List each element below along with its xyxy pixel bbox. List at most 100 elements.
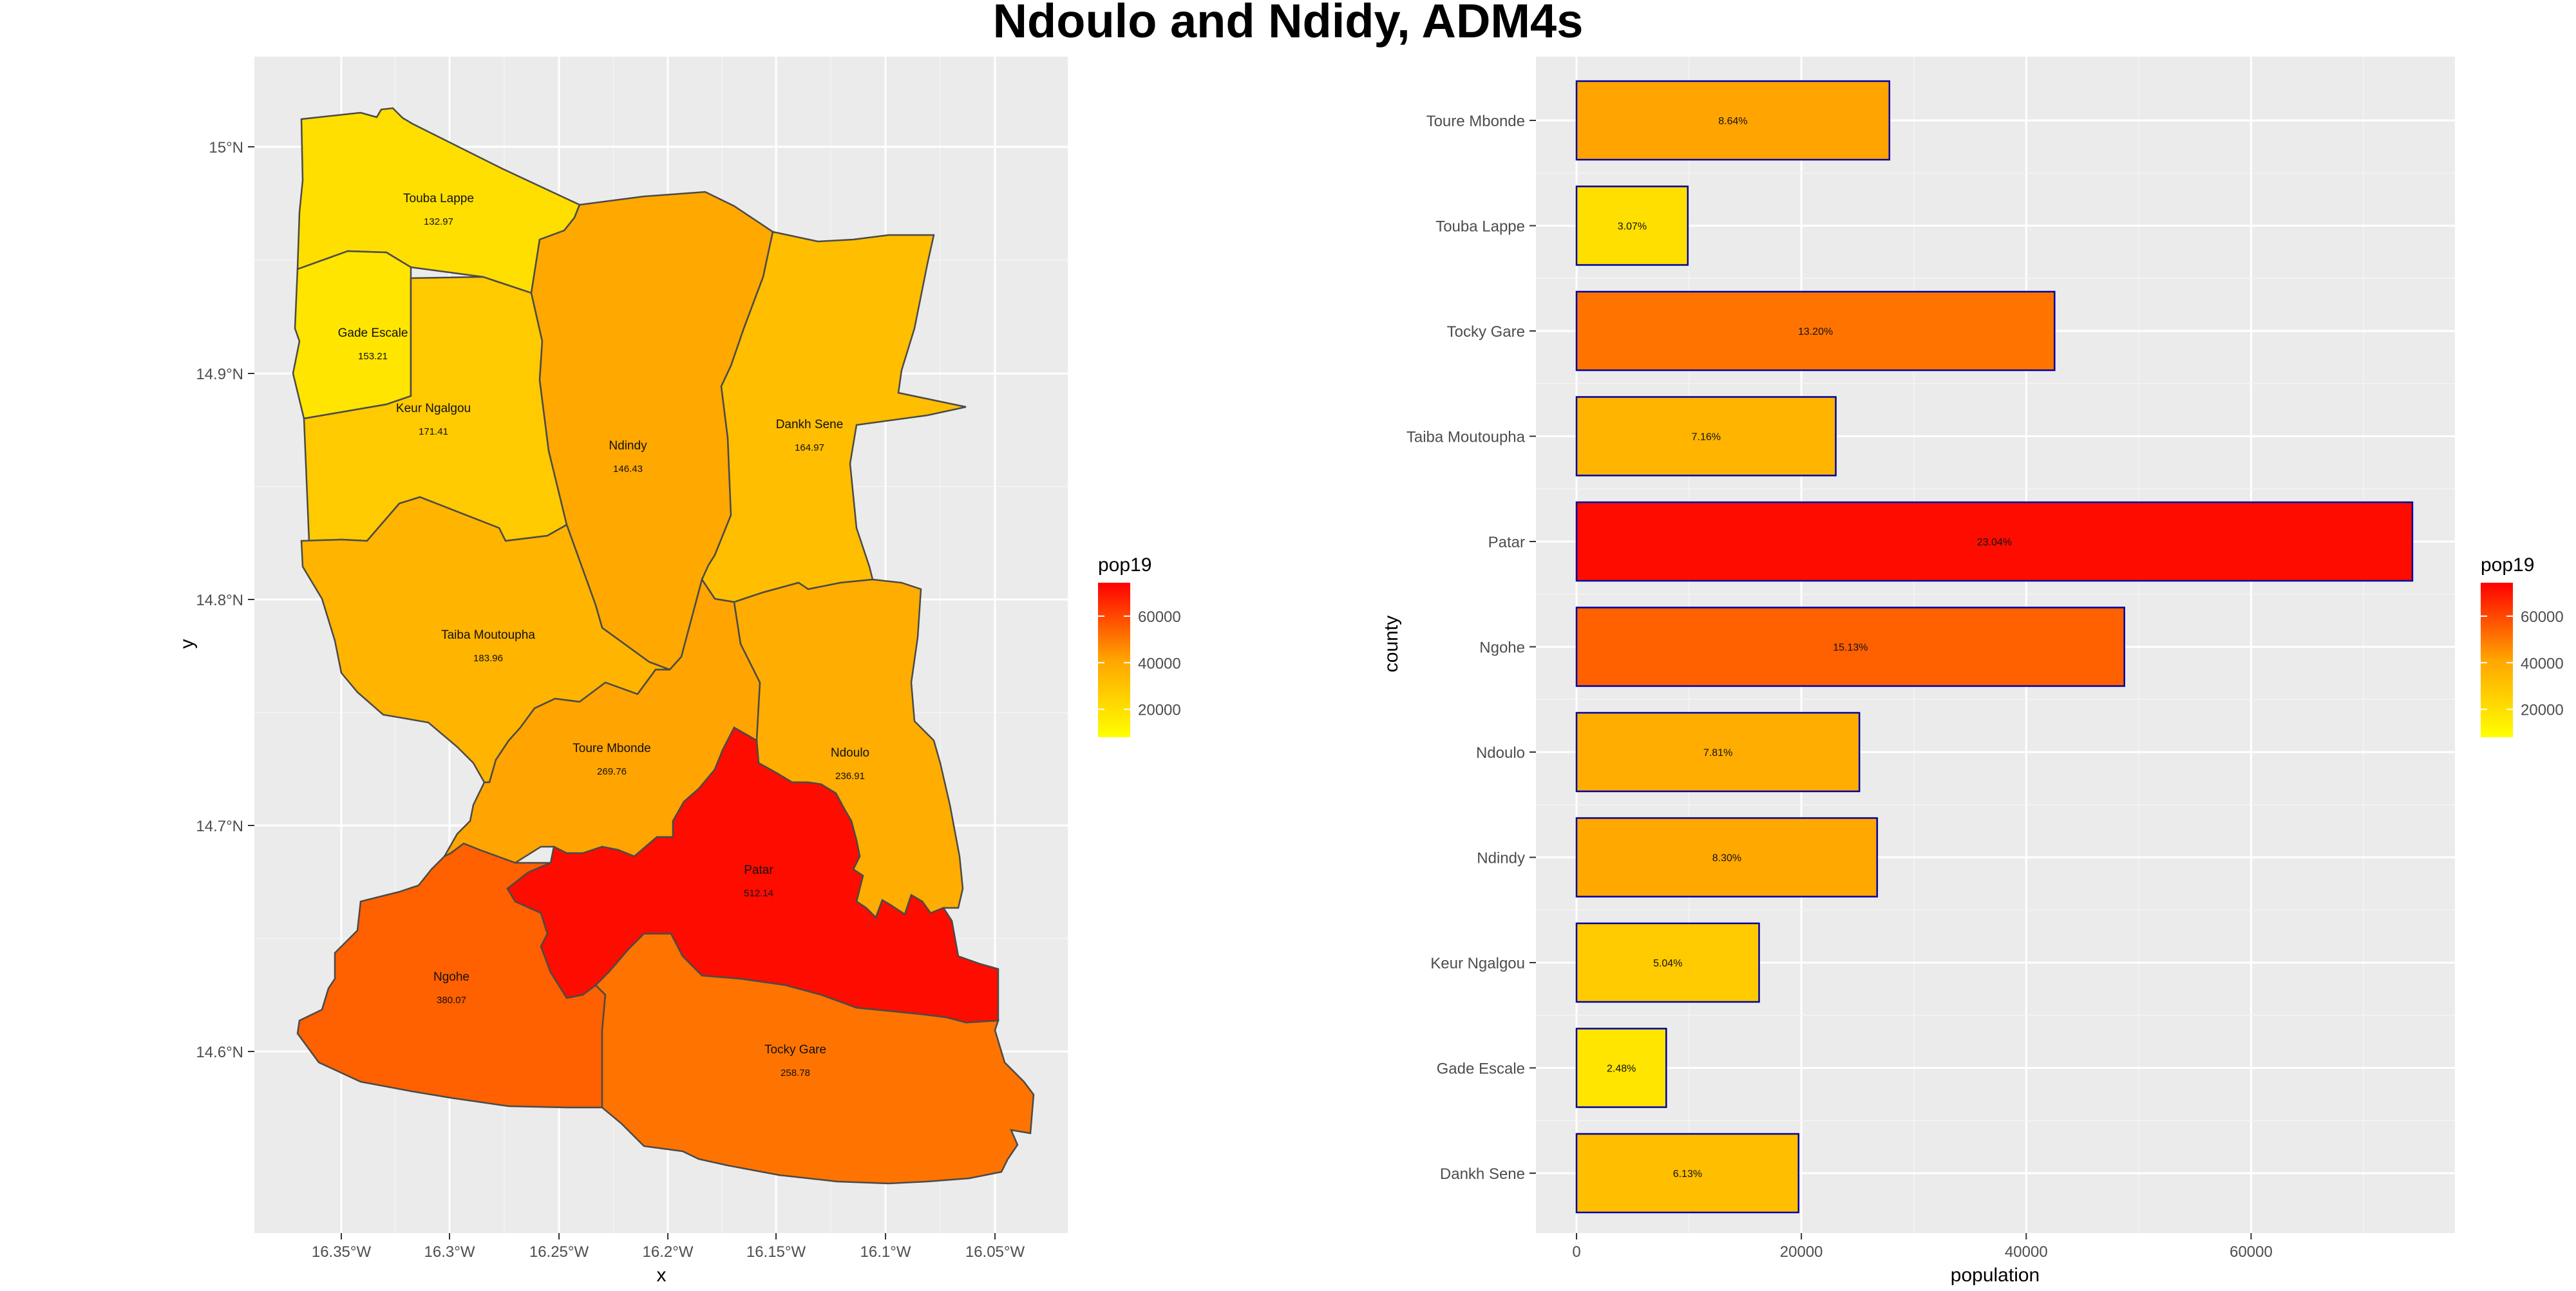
bar-x-axis: 0 20000 40000 60000	[1572, 1233, 2273, 1261]
bar-data-label: 7.16%	[1692, 432, 1721, 443]
bar-y-tick-label: Ndoulo	[1476, 744, 1525, 762]
bar-panel: 8.64% 3.07% 13.20% 7.16% 23.04% 15.13% 7.81% 8.…	[1381, 57, 2455, 1286]
bar-y-tick-label: Toure Mbonde	[1426, 113, 1525, 130]
bar-y-axis-title: county	[1381, 616, 1402, 672]
bar-data-label: 23.04%	[1977, 537, 2012, 548]
bar-y-tick-label: Ngohe	[1479, 639, 1525, 657]
map-legend-label: 40000	[1138, 655, 1181, 672]
map-x-tick-label: 16.3°W	[424, 1243, 475, 1261]
bar-legend-title: pop19	[2481, 554, 2534, 576]
map-region-name: Ndoulo	[831, 746, 869, 760]
bar-legend-label: 40000	[2521, 655, 2564, 672]
bar-data-label: 3.07%	[1618, 221, 1647, 232]
map-y-tick-label: 14.9°N	[196, 366, 243, 383]
map-region-value: 171.41	[419, 426, 448, 437]
map-region-name: Gade Escale	[338, 326, 408, 340]
bar-y-tick-label: Keur Ngalgou	[1430, 955, 1525, 972]
map-x-tick-label: 16.15°W	[746, 1243, 806, 1261]
bar-x-tick-label: 20000	[1780, 1243, 1823, 1261]
map-y-axis-title: y	[176, 639, 198, 649]
map-x-tick-label: 16.1°W	[860, 1243, 911, 1261]
bar-legend-label: 20000	[2521, 702, 2564, 719]
bar-data-label: 13.20%	[1798, 326, 1833, 337]
map-legend-label: 60000	[1138, 608, 1181, 626]
bar-y-tick-label: Ndindy	[1477, 850, 1525, 867]
map-region-name: Toure Mbonde	[573, 742, 650, 755]
map-region-value: 164.97	[795, 442, 824, 453]
map-x-tick-label: 16.05°W	[965, 1243, 1025, 1261]
bar-x-tick-label: 60000	[2230, 1243, 2273, 1261]
bar-legend: pop19 60000 40000 20000	[2481, 554, 2564, 737]
bar-x-tick-label: 40000	[2005, 1243, 2048, 1261]
map-y-tick-label: 14.6°N	[196, 1044, 243, 1061]
map-x-axis-title: x	[657, 1265, 667, 1286]
map-y-axis: 15°N 14.9°N 14.8°N 14.7°N 14.6°N	[196, 139, 254, 1061]
bar-marks: 8.64% 3.07% 13.20% 7.16% 23.04% 15.13% 7.81% 8.…	[1575, 80, 2414, 1214]
map-region-value: 183.96	[473, 653, 503, 664]
bar-data-label: 15.13%	[1833, 643, 1868, 654]
bar-data-label: 5.04%	[1653, 958, 1682, 969]
map-legend-label: 20000	[1138, 702, 1181, 719]
bar-y-tick-label: Touba Lappe	[1435, 218, 1525, 236]
map-y-tick-label: 14.7°N	[196, 818, 243, 835]
bar-x-axis-title: population	[1951, 1265, 2040, 1286]
map-x-tick-label: 16.35°W	[312, 1243, 372, 1261]
figure-title: Ndoulo and Ndidy, ADM4s	[993, 0, 1584, 48]
map-x-tick-label: 16.25°W	[529, 1243, 589, 1261]
bar-y-axis: Toure Mbonde Touba Lappe Tocky Gare Taiba M…	[1406, 113, 1536, 1183]
map-region-name: Touba Lappe	[403, 192, 474, 205]
bar-data-label: 6.13%	[1673, 1169, 1702, 1180]
map-x-axis: 16.35°W 16.3°W 16.25°W 16.2°W 16.15°W 16.1°W 1…	[312, 1233, 1025, 1261]
bar-patar	[1575, 501, 2414, 582]
bar-legend-label: 60000	[2521, 608, 2564, 626]
map-region-patar	[506, 726, 999, 1024]
bar-data-label: 8.64%	[1718, 116, 1747, 127]
bar-data-label: 7.81%	[1703, 748, 1732, 759]
bar-tocky-gare	[1575, 290, 2056, 372]
bar-gridlines	[1536, 57, 2455, 1233]
bar-ndoulo	[1575, 711, 1861, 793]
map-y-tick-label: 15°N	[209, 139, 243, 156]
map-legend: pop19 60000 40000 20000	[1098, 554, 1181, 737]
map-x-tick-label: 16.2°W	[643, 1243, 694, 1261]
map-region-name: Dankh Sene	[776, 418, 844, 431]
map-region-name: Ndindy	[609, 439, 647, 453]
map-region-name: Ngohe	[433, 970, 469, 984]
map-region-value: 258.78	[781, 1068, 810, 1079]
bar-y-tick-label: Dankh Sene	[1440, 1165, 1525, 1183]
bar-y-tick-label: Taiba Moutoupha	[1406, 429, 1526, 446]
bar-legend-ticks: 60000 40000 20000	[2481, 608, 2564, 719]
bar-y-tick-label: Patar	[1488, 534, 1525, 551]
map-region-value: 380.07	[437, 995, 466, 1006]
bar-touba-lappe	[1575, 185, 1689, 266]
bar-y-tick-label: Gade Escale	[1437, 1060, 1525, 1078]
bar-ndindy	[1575, 817, 1879, 898]
map-region-value: 512.14	[744, 888, 773, 899]
map-legend-ticks: 60000 40000 20000	[1098, 608, 1181, 719]
map-panel: Touba Lappe 132.97 Gade Escale 153.21 Keur N…	[176, 57, 1068, 1286]
map-y-tick-label: 14.8°N	[196, 592, 243, 609]
map-region-labels: Touba Lappe 132.97 Gade Escale 153.21 Keur N…	[338, 192, 870, 1079]
bar-y-tick-label: Tocky Gare	[1447, 323, 1525, 341]
map-region-value: 236.91	[835, 771, 865, 782]
bar-taiba-moutoupha	[1575, 396, 1837, 476]
map-region-name: Taiba Moutoupha	[441, 628, 535, 642]
bar-keur-ngalgou	[1575, 922, 1760, 1003]
bar-gade-escale	[1575, 1028, 1667, 1108]
map-regions	[292, 107, 1035, 1185]
bar-data-label: 8.30%	[1712, 853, 1741, 864]
bar-legend-colorbar	[2481, 583, 2513, 737]
map-region-value: 153.21	[358, 351, 388, 362]
bar-ngohe	[1575, 607, 2125, 687]
map-region-name: Tocky Gare	[764, 1043, 826, 1057]
map-legend-colorbar	[1098, 583, 1130, 737]
map-region-name: Patar	[744, 863, 773, 877]
map-region-value: 146.43	[613, 464, 643, 475]
bar-data-label: 2.48%	[1607, 1064, 1636, 1075]
map-region-value: 132.97	[424, 216, 453, 227]
bar-x-tick-label: 0	[1572, 1243, 1580, 1261]
map-region-name: Keur Ngalgou	[396, 402, 471, 415]
bar-toure-mbonde	[1575, 80, 1891, 161]
